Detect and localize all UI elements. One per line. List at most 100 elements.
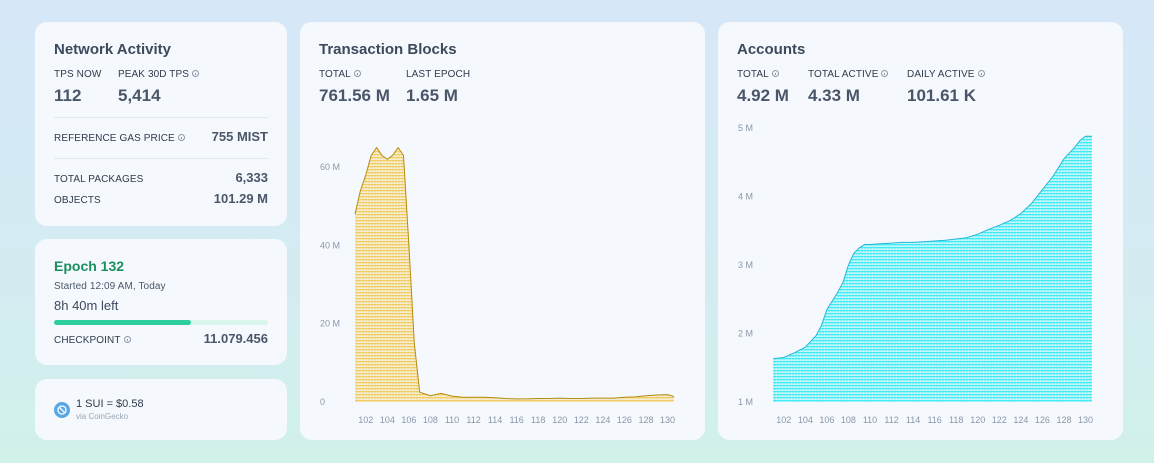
info-icon[interactable] — [123, 336, 131, 343]
info-icon[interactable] — [881, 70, 889, 77]
packages-row: TOTAL PACKAGES 6,333 — [54, 170, 268, 185]
series-area — [355, 147, 674, 402]
info-icon[interactable] — [353, 70, 361, 77]
epoch-title: Epoch 132 — [54, 258, 125, 274]
tps-now-stat: TPS NOW 112 — [54, 69, 101, 106]
x-tick-label: 114 — [488, 415, 502, 425]
x-tick-label: 112 — [884, 415, 898, 425]
accounts-daily-stat: DAILY ACTIVE 101.61 K — [907, 69, 985, 106]
x-tick-label: 110 — [445, 415, 459, 425]
gas-price-value: 755 MIST — [211, 129, 268, 144]
y-tick-label: 60 M — [320, 162, 340, 172]
x-tick-label: 116 — [927, 415, 941, 425]
x-tick-label: 108 — [841, 415, 856, 425]
network-activity-card: Network Activity TPS NOW 112 PEAK 30D TP… — [35, 22, 287, 226]
divider — [54, 117, 268, 118]
divider — [54, 158, 268, 159]
tx-last-epoch-value: 1.65 M — [406, 86, 458, 105]
tx-total-stat: TOTAL 761.56 M — [319, 69, 390, 106]
tx-total-label: TOTAL — [319, 69, 351, 80]
checkpoint-value: 11.079.456 — [203, 331, 268, 346]
accounts-daily-value: 101.61 K — [907, 86, 976, 105]
x-tick-label: 126 — [1035, 415, 1050, 425]
accounts-daily-label: DAILY ACTIVE — [907, 69, 975, 80]
x-tick-label: 130 — [660, 415, 675, 425]
x-tick-label: 102 — [358, 415, 373, 425]
x-tick-label: 104 — [798, 415, 813, 425]
checkpoint-row: CHECKPOINT 11.079.456 — [54, 331, 268, 346]
tx-total-value: 761.56 M — [319, 86, 390, 105]
x-tick-label: 118 — [949, 415, 963, 425]
x-tick-label: 118 — [531, 415, 545, 425]
x-tick-label: 114 — [906, 415, 920, 425]
tps-now-value: 112 — [54, 86, 82, 105]
price-card[interactable]: 1 SUI = $0.58 via CoinGecko — [35, 379, 287, 440]
series-line — [772, 135, 1092, 360]
y-tick-label: 5 M — [738, 123, 753, 133]
x-tick-label: 124 — [1013, 415, 1028, 425]
objects-label: OBJECTS — [54, 195, 101, 206]
epoch-progress-track — [54, 320, 268, 325]
series-area — [773, 136, 1092, 402]
sui-logo-icon — [54, 402, 70, 418]
peak-tps-value: 5,414 — [118, 86, 161, 105]
x-tick-label: 122 — [574, 415, 589, 425]
x-tick-label: 108 — [423, 415, 438, 425]
gas-price-row: REFERENCE GAS PRICE 755 MIST — [54, 129, 268, 144]
packages-value: 6,333 — [235, 170, 268, 185]
y-tick-label: 1 M — [738, 397, 753, 407]
y-tick-label: 40 M — [320, 240, 340, 250]
tx-last-epoch-stat: LAST EPOCH 1.65 M — [406, 69, 470, 106]
x-tick-label: 104 — [380, 415, 395, 425]
info-icon[interactable] — [177, 134, 185, 141]
transaction-blocks-title: Transaction Blocks — [319, 41, 457, 58]
series-line — [354, 146, 675, 400]
y-tick-label: 4 M — [738, 192, 753, 202]
accounts-total-value: 4.92 M — [737, 86, 789, 105]
network-activity-title: Network Activity — [54, 41, 171, 58]
epoch-progress-fill — [54, 320, 191, 325]
checkpoint-label: CHECKPOINT — [54, 335, 121, 346]
x-tick-label: 110 — [863, 415, 877, 425]
x-tick-label: 130 — [1078, 415, 1093, 425]
accounts-active-stat: TOTAL ACTIVE 4.33 M — [808, 69, 889, 106]
x-tick-label: 124 — [595, 415, 610, 425]
accounts-active-value: 4.33 M — [808, 86, 860, 105]
epoch-time-left: 8h 40m left — [54, 298, 119, 313]
peak-tps-label: PEAK 30D TPS — [118, 69, 190, 80]
accounts-chart[interactable]: 1 M 2 M 3 M 4 M 5 M 102 104 106 108 110 112 114 116 1… — [718, 22, 1123, 440]
info-icon[interactable] — [977, 70, 985, 77]
y-tick-label: 2 M — [738, 329, 753, 339]
x-tick-label: 122 — [992, 415, 1007, 425]
accounts-card: Accounts TOTAL 4.92 M TOTAL ACTIVE 4.33 … — [718, 22, 1123, 440]
x-tick-label: 128 — [1056, 415, 1071, 425]
gas-price-label: REFERENCE GAS PRICE — [54, 133, 175, 144]
info-icon[interactable] — [192, 70, 200, 77]
y-tick-label: 0 — [320, 397, 325, 407]
tx-last-epoch-label: LAST EPOCH — [406, 69, 471, 80]
y-tick-label: 20 M — [320, 319, 340, 329]
tps-now-label: TPS NOW — [54, 69, 102, 80]
transaction-blocks-chart[interactable]: 0 20 M 40 M 60 M 102 104 106 108 110 112 114 116 118… — [300, 22, 705, 440]
accounts-title: Accounts — [737, 41, 806, 58]
accounts-total-stat: TOTAL 4.92 M — [737, 69, 789, 106]
epoch-started: Started 12:09 AM, Today — [54, 281, 166, 292]
packages-label: TOTAL PACKAGES — [54, 174, 144, 185]
x-tick-label: 112 — [466, 415, 480, 425]
x-tick-label: 126 — [617, 415, 632, 425]
peak-tps-stat: PEAK 30D TPS 5,414 — [118, 69, 200, 106]
price-text: 1 SUI = $0.58 — [76, 398, 144, 410]
x-tick-label: 128 — [638, 415, 653, 425]
x-tick-label: 120 — [970, 415, 985, 425]
objects-value: 101.29 M — [213, 191, 268, 206]
transaction-blocks-card: Transaction Blocks TOTAL 761.56 M LAST E… — [300, 22, 705, 440]
accounts-total-label: TOTAL — [737, 69, 769, 80]
x-tick-label: 106 — [819, 415, 834, 425]
x-tick-label: 120 — [552, 415, 567, 425]
info-icon[interactable] — [771, 70, 779, 77]
epoch-card[interactable]: Epoch 132 Started 12:09 AM, Today 8h 40m… — [35, 239, 287, 365]
objects-row: OBJECTS 101.29 M — [54, 191, 268, 206]
accounts-active-label: TOTAL ACTIVE — [808, 69, 879, 80]
x-tick-label: 116 — [509, 415, 523, 425]
x-tick-label: 106 — [401, 415, 416, 425]
